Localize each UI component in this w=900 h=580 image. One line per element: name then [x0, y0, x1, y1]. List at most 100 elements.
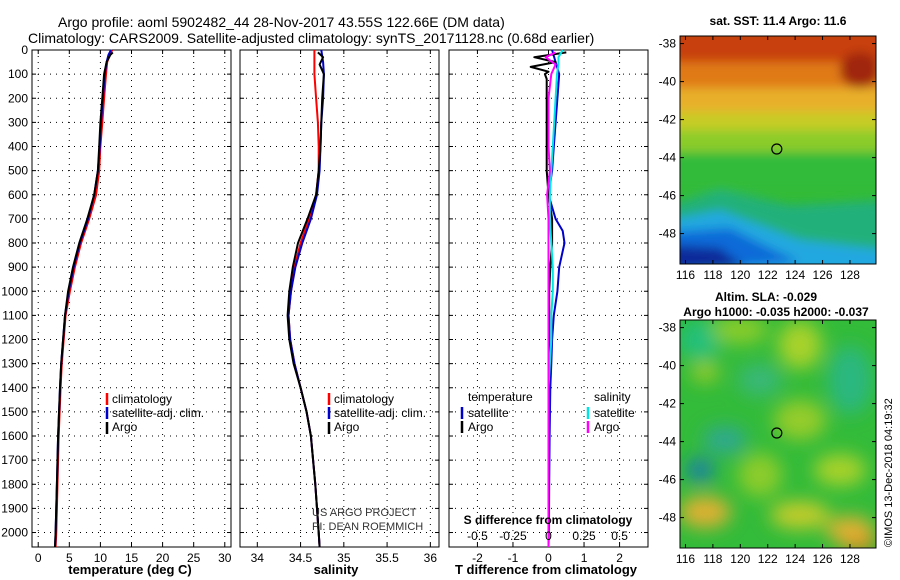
- lon-tick-label: 122: [758, 552, 778, 566]
- lat-tick-label: -42: [659, 113, 677, 127]
- depth-tick-label: 2000: [1, 526, 28, 540]
- temperature-xlabel: temperature (deg C): [68, 562, 192, 577]
- x-tick-label: 15: [125, 551, 139, 565]
- salinity-axes: [239, 49, 440, 548]
- depth-tick-label: 1800: [1, 477, 28, 491]
- lat-tick-label: -48: [659, 227, 677, 241]
- legend-sal-argo-label: Argo: [594, 420, 620, 434]
- difference-xlabel: T difference from climatology: [455, 562, 638, 577]
- lat-tick-label: -46: [659, 473, 677, 487]
- x-tick-label: -1: [508, 551, 519, 565]
- depth-tick-label: 1300: [1, 357, 28, 371]
- sst-map-frame: [679, 35, 877, 265]
- lat-tick-label: -46: [659, 189, 677, 203]
- temperature-legend: climatology satellite-adj. clim. Argo: [105, 392, 204, 434]
- header-line-2: Climatology: CARS2009. Satellite-adjuste…: [28, 30, 594, 46]
- x-tick-label: 20: [156, 551, 170, 565]
- lon-tick-label: 124: [785, 552, 805, 566]
- legend-temp-satellite-label: satellite: [468, 406, 509, 420]
- depth-tick-label: 300: [8, 115, 28, 129]
- secondary-xlabel: S difference from climatology: [464, 513, 633, 527]
- depth-tick-label: 1200: [1, 333, 28, 347]
- secondary-tick-label: 0.5: [611, 529, 628, 543]
- lon-tick-label: 124: [785, 268, 805, 282]
- x-tick-label: 2: [616, 551, 623, 565]
- legend-satellite-label: satellite-adj. clim.: [112, 406, 204, 420]
- lat-tick-label: -40: [659, 75, 677, 89]
- lon-tick-label: 128: [840, 552, 860, 566]
- header-line-1: Argo profile: aoml 5902482_44 28-Nov-201…: [58, 14, 505, 30]
- x-tick-label: 10: [94, 551, 108, 565]
- series-line-argo: [54, 51, 114, 548]
- salinity-xlabel: salinity: [314, 562, 360, 577]
- lon-tick-label: 126: [813, 552, 833, 566]
- depth-tick-label: 1700: [1, 453, 28, 467]
- temperature-panel: 0100200300400500600700800900100011001200…: [1, 43, 231, 577]
- legend-temperature-title: temperature: [468, 390, 533, 404]
- lon-tick-label: 116: [676, 552, 695, 566]
- sst-map-panel: sat. SST: 11.4 Argo: 11.6 116 118 120 122 12…: [659, 14, 877, 282]
- depth-tick-label: 800: [8, 236, 28, 250]
- lon-tick-label: 120: [730, 268, 750, 282]
- x-tick-label: -2: [472, 551, 483, 565]
- argo-position-marker: [771, 427, 783, 439]
- imos-stamp: ©IMOS 13-Dec-2018 04:19:32: [883, 398, 895, 547]
- lat-tick-label: -44: [659, 435, 677, 449]
- x-tick-label: 5: [66, 551, 73, 565]
- legend-climatology-label: climatology: [112, 392, 172, 406]
- lon-tick-label: 120: [730, 552, 750, 566]
- depth-tick-label: 100: [8, 67, 28, 81]
- legend-argo-label: Argo: [334, 420, 360, 434]
- credit-pi: PI: DEAN ROEMMICH: [312, 521, 423, 533]
- salinity-legend: climatology satellite-adj. clim. Argo: [327, 392, 426, 434]
- x-tick-label: 0: [545, 551, 552, 565]
- depth-tick-label: 1400: [1, 381, 28, 395]
- lat-tick-label: -48: [659, 511, 677, 525]
- legend-sal-satellite-label: satellite: [594, 406, 635, 420]
- lon-tick-label: 118: [703, 552, 722, 566]
- difference-legend: temperature satellite Argo salinity sate…: [460, 390, 635, 434]
- lat-tick-label: -38: [659, 321, 677, 335]
- depth-tick-label: 1000: [1, 284, 28, 298]
- secondary-tick-label: -0.25: [499, 529, 527, 543]
- sst-map-title: sat. SST: 11.4 Argo: 11.6: [710, 14, 847, 28]
- x-tick-label: 34.5: [289, 551, 313, 565]
- sst-field: [680, 36, 876, 264]
- legend-salinity-title: salinity: [594, 390, 631, 404]
- credit-project: US ARGO PROJECT: [312, 507, 417, 519]
- x-tick-label: 0: [35, 551, 42, 565]
- secondary-tick-label: 0.25: [572, 529, 596, 543]
- sla-field: [680, 320, 876, 548]
- x-tick-label: 35: [337, 551, 351, 565]
- x-tick-label: 34: [251, 551, 265, 565]
- legend-satellite-label: satellite-adj. clim.: [334, 406, 426, 420]
- lon-tick-label: 126: [813, 268, 833, 282]
- series-line-temperature-satellite: [547, 49, 566, 548]
- salinity-panel: 34 34.5 35 35.5 36 salinity climatology sate…: [239, 49, 440, 577]
- lon-tick-label: 116: [676, 268, 695, 282]
- lat-tick-label: -44: [659, 151, 677, 165]
- x-tick-label: 30: [218, 551, 232, 565]
- argo-position-marker: [771, 143, 783, 155]
- secondary-tick-label: 0: [545, 529, 552, 543]
- depth-tick-label: 900: [8, 260, 28, 274]
- depth-tick-label: 1100: [2, 308, 28, 322]
- depth-tick-label: 600: [8, 188, 28, 202]
- depth-tick-label: 400: [8, 140, 28, 154]
- lat-tick-label: -40: [659, 359, 677, 373]
- lon-tick-label: 122: [758, 268, 778, 282]
- x-tick-label: 35.5: [375, 551, 399, 565]
- lat-tick-label: -42: [659, 397, 677, 411]
- x-tick-label: 25: [187, 551, 201, 565]
- sla-map-title: Altim. SLA: -0.029: [715, 290, 817, 304]
- legend-climatology-label: climatology: [334, 392, 394, 406]
- sla-map-subtitle: Argo h1000: -0.035 h2000: -0.037: [683, 305, 869, 319]
- depth-tick-label: 1500: [1, 405, 28, 419]
- depth-tick-label: 0: [21, 43, 28, 57]
- depth-tick-label: 1900: [1, 501, 28, 515]
- series-line-argo: [286, 51, 325, 548]
- sla-map-panel: Altim. SLA: -0.029 Argo h1000: -0.035 h2…: [659, 290, 877, 566]
- x-tick-label: 1: [581, 551, 588, 565]
- secondary-tick-label: -0.5: [467, 529, 488, 543]
